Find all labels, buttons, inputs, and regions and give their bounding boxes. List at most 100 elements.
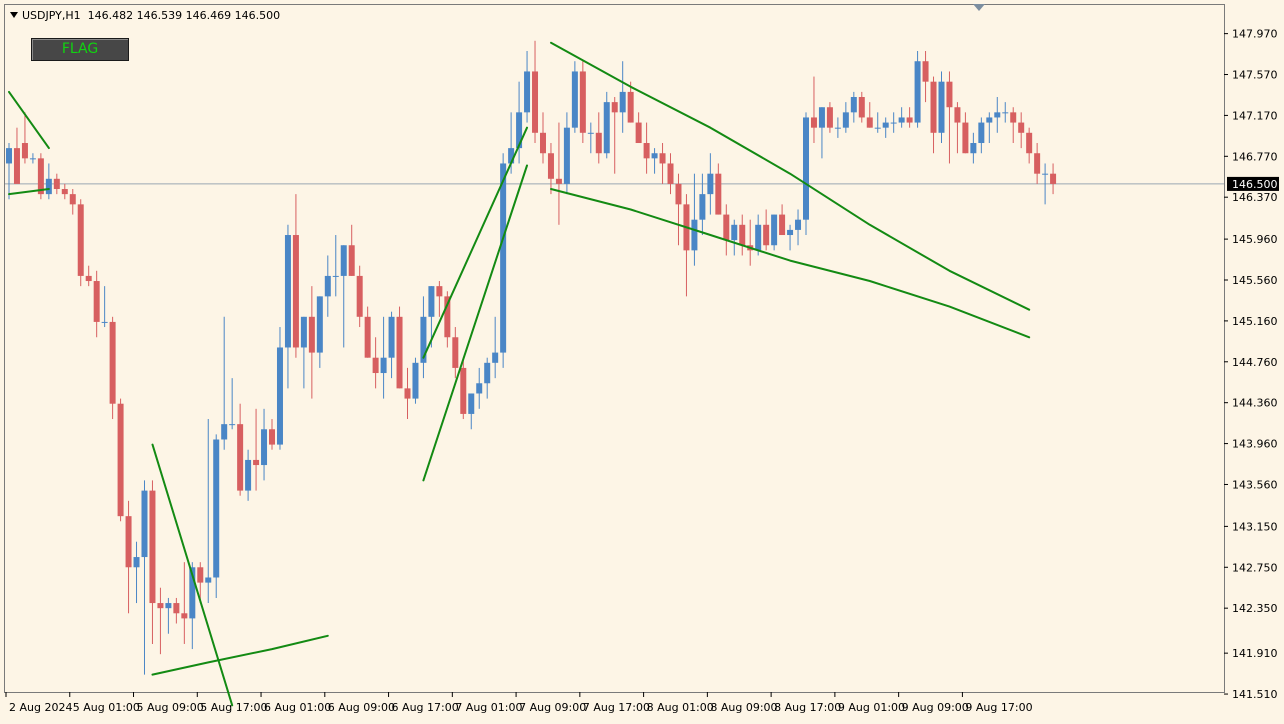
candle-body — [109, 321, 116, 404]
candle — [372, 337, 379, 389]
candle — [460, 357, 467, 420]
candle — [165, 597, 172, 634]
candle-body — [1050, 173, 1057, 184]
candle-body — [739, 224, 746, 246]
candle — [667, 153, 674, 195]
candle — [348, 224, 355, 276]
candle — [906, 107, 913, 128]
candle-body — [157, 603, 164, 609]
y-tick-label: 142.350 — [1232, 602, 1278, 615]
pattern-line — [422, 164, 528, 482]
candle — [261, 408, 268, 481]
candle-body — [914, 61, 921, 123]
candle-body — [795, 219, 802, 230]
candle — [420, 296, 427, 379]
candle-body — [842, 112, 849, 128]
candle — [850, 91, 857, 123]
candle-body — [141, 490, 148, 558]
candle-body — [229, 424, 236, 426]
candle-body — [587, 132, 594, 134]
candle — [412, 357, 419, 404]
candle-body — [300, 316, 307, 348]
candle-body — [938, 81, 945, 133]
candle-body — [476, 383, 483, 394]
x-tick-label: 8 Aug 17:00 — [774, 701, 841, 714]
x-axis: 2 Aug 2024 5 Aug 01:005 Aug 09:005 Aug 17… — [5, 692, 1033, 714]
y-tick-label: 144.760 — [1232, 356, 1278, 369]
candle-body — [611, 102, 618, 113]
candle-body — [771, 214, 778, 246]
candle — [221, 316, 228, 450]
candle — [922, 51, 929, 103]
candle-body — [292, 235, 299, 348]
pattern-line — [422, 126, 528, 359]
current-price-label-bg — [1227, 176, 1279, 191]
candle-body — [1042, 173, 1049, 175]
candle-body — [635, 122, 642, 144]
candle-body — [500, 163, 507, 353]
candle — [731, 219, 738, 256]
candle-body — [53, 178, 60, 190]
candle-body — [834, 127, 841, 129]
candle — [53, 173, 60, 195]
candle — [388, 311, 395, 379]
candle — [818, 107, 825, 159]
candle — [683, 194, 690, 297]
candle — [292, 194, 299, 358]
candle-body — [826, 107, 833, 128]
x-tick-label: 5 Aug 09:00 — [137, 701, 204, 714]
candle-body — [643, 143, 650, 159]
candle-body — [715, 173, 722, 215]
candle — [699, 173, 706, 236]
candle-body — [691, 219, 698, 251]
pattern-line — [151, 634, 329, 676]
candle — [13, 127, 20, 184]
candle-body — [261, 429, 268, 466]
candle — [938, 71, 945, 144]
candle — [898, 107, 905, 128]
candle-body — [332, 275, 339, 277]
candle-body — [970, 143, 977, 154]
candle — [484, 357, 491, 399]
candle-body — [986, 117, 993, 123]
candle-body — [874, 127, 881, 129]
candle-body — [380, 357, 387, 374]
candle-body — [85, 275, 92, 282]
candle-body — [906, 117, 913, 123]
candle — [364, 306, 371, 358]
candle-body — [221, 424, 228, 440]
candle — [691, 173, 698, 266]
candle — [117, 398, 124, 522]
candle — [45, 163, 52, 200]
candle-body — [29, 158, 36, 160]
candle — [555, 122, 562, 225]
candle-body — [77, 204, 84, 276]
flag-button[interactable]: FLAG — [31, 38, 129, 61]
candle — [21, 112, 28, 164]
candle-body — [954, 107, 961, 123]
candles-layer — [6, 40, 1057, 675]
chart-shift-marker-icon[interactable] — [973, 4, 985, 11]
y-tick-label: 142.750 — [1232, 561, 1278, 574]
candle — [141, 480, 148, 675]
y-tick-label: 147.570 — [1232, 69, 1278, 82]
candle — [396, 306, 403, 389]
pattern-line — [550, 188, 1031, 339]
caret-down-icon[interactable] — [10, 12, 18, 18]
candle — [1018, 112, 1025, 149]
candle — [978, 117, 985, 154]
candle — [635, 112, 642, 144]
candle — [826, 102, 833, 133]
candle — [69, 189, 76, 215]
candle — [29, 153, 36, 164]
candle — [747, 219, 754, 266]
candle-body — [189, 567, 196, 619]
candle — [795, 209, 802, 246]
y-tick-label: 141.510 — [1232, 688, 1278, 701]
x-tick-label: 7 Aug 09:00 — [519, 701, 586, 714]
symbol-label: USDJPY,H1 — [22, 9, 81, 22]
candle-body — [69, 194, 76, 205]
y-tick-label: 147.170 — [1232, 109, 1278, 122]
candle-body — [420, 316, 427, 363]
